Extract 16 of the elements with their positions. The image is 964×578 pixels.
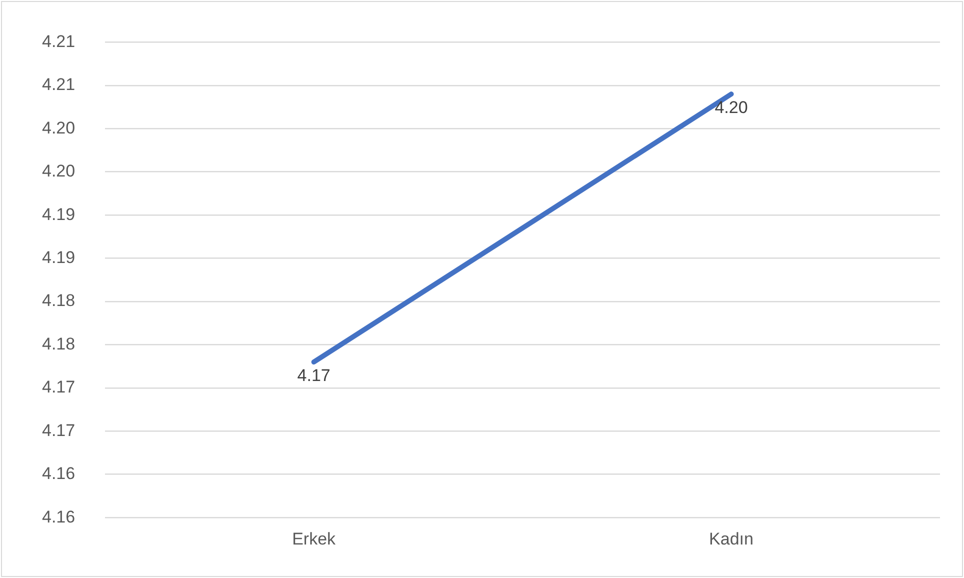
y-tick-label: 4.21 <box>42 75 76 94</box>
y-tick-label: 4.21 <box>42 32 76 51</box>
y-tick-label: 4.20 <box>42 118 76 138</box>
y-tick-label: 4.16 <box>42 464 76 484</box>
text: 4.17 <box>297 366 330 386</box>
y-tick-label: 4.18 <box>42 334 76 354</box>
y-tick-label: 4.19 <box>42 248 76 267</box>
y-tick-label: 4.16 <box>42 507 76 526</box>
y-tick-label: 4.17 <box>42 378 76 397</box>
y-tick-label: 4.18 <box>42 291 76 310</box>
y-tick-label: 4.17 <box>42 420 76 440</box>
y-tick-label: 4.20 <box>42 162 76 181</box>
x-tick-label: Kadın <box>709 529 754 548</box>
x-tick-label: Erkek <box>292 529 336 548</box>
y-tick-label: 4.19 <box>42 204 76 224</box>
text: 4.20 <box>714 98 748 118</box>
